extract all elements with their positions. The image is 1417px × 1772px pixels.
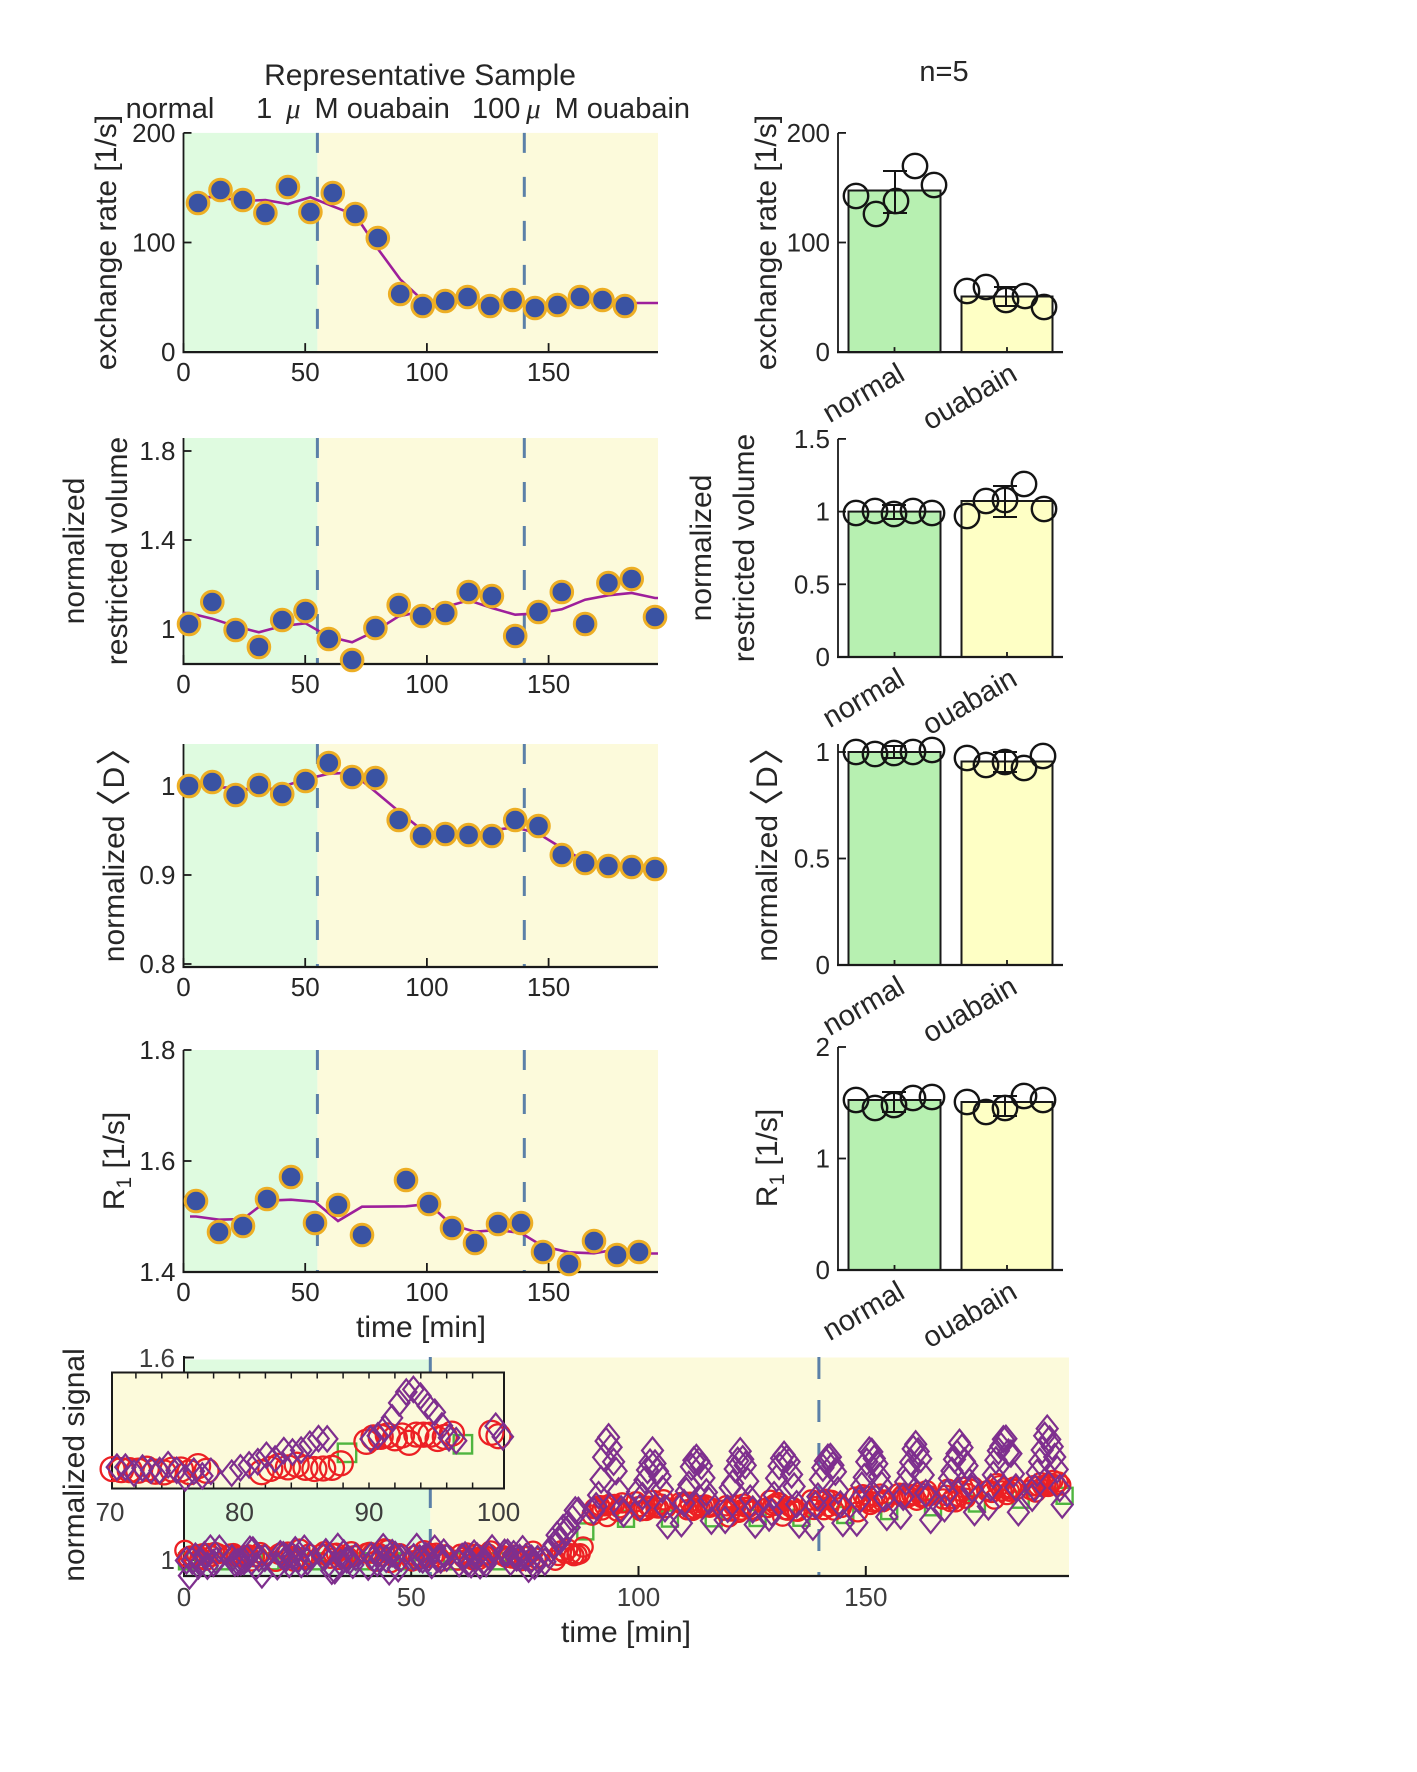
svg-text:D: D xyxy=(98,767,131,789)
svg-text:150: 150 xyxy=(527,972,570,1002)
svg-text:2: 2 xyxy=(816,1032,830,1062)
svg-text:100: 100 xyxy=(132,228,175,258)
svg-text:exchange rate [1/s]: exchange rate [1/s] xyxy=(750,115,783,370)
svg-text:0: 0 xyxy=(176,357,190,387)
svg-text:50: 50 xyxy=(397,1582,426,1612)
svg-text:50: 50 xyxy=(291,972,320,1002)
svg-text:1.6: 1.6 xyxy=(139,1146,175,1176)
svg-text:0: 0 xyxy=(176,1277,190,1307)
svg-text:time [min]: time [min] xyxy=(356,1311,486,1344)
svg-text:0: 0 xyxy=(161,337,175,367)
svg-text:200: 200 xyxy=(132,118,175,148)
svg-text:100: 100 xyxy=(787,228,830,258)
svg-text:150: 150 xyxy=(527,669,570,699)
svg-text:100: 100 xyxy=(617,1582,660,1612)
svg-text:R1 [1/s]: R1 [1/s] xyxy=(751,1109,789,1207)
svg-text:70: 70 xyxy=(96,1497,125,1527)
svg-text:100: 100 xyxy=(405,669,448,699)
svg-text:80: 80 xyxy=(225,1497,254,1527)
svg-text:150: 150 xyxy=(844,1582,887,1612)
svg-text:100: 100 xyxy=(405,357,448,387)
svg-text:normalized: normalized xyxy=(685,475,718,622)
svg-text:50: 50 xyxy=(291,669,320,699)
svg-text:D: D xyxy=(751,766,784,788)
svg-text:0: 0 xyxy=(816,1255,830,1285)
svg-text:50: 50 xyxy=(291,1277,320,1307)
svg-text:exchange rate [1/s]: exchange rate [1/s] xyxy=(90,115,123,370)
svg-text:1.8: 1.8 xyxy=(139,436,175,466)
svg-text:100: 100 xyxy=(405,1277,448,1307)
svg-text:normalized: normalized xyxy=(98,816,131,963)
svg-text:90: 90 xyxy=(355,1497,384,1527)
svg-text:1: 1 xyxy=(816,1144,830,1174)
svg-text:1.4: 1.4 xyxy=(139,525,175,555)
svg-text:0: 0 xyxy=(816,642,830,672)
svg-text:normalized: normalized xyxy=(58,478,91,625)
svg-text:1: 1 xyxy=(161,614,175,644)
svg-text:150: 150 xyxy=(527,357,570,387)
svg-text:normalized signal: normalized signal xyxy=(58,1348,91,1581)
svg-text:Representative Sample: Representative Sample xyxy=(264,59,576,92)
svg-text:0.5: 0.5 xyxy=(794,569,830,599)
svg-text:0.5: 0.5 xyxy=(794,844,830,874)
svg-text:0.9: 0.9 xyxy=(139,860,175,890)
svg-text:0: 0 xyxy=(816,337,830,367)
svg-text:100: 100 xyxy=(477,1497,520,1527)
svg-text:1: 1 xyxy=(816,497,830,527)
svg-text:normalized: normalized xyxy=(751,815,784,962)
svg-text:time [min]: time [min] xyxy=(561,1616,691,1649)
svg-text:1: 1 xyxy=(816,737,830,767)
svg-text:1.8: 1.8 xyxy=(139,1035,175,1065)
svg-text:0: 0 xyxy=(816,950,830,980)
svg-text:0.8: 0.8 xyxy=(139,949,175,979)
svg-text:restricted volume: restricted volume xyxy=(101,437,134,665)
svg-text:1 μ M ouabain: 1 μ M ouabain xyxy=(256,93,450,125)
svg-text:1: 1 xyxy=(161,1545,175,1575)
svg-text:0: 0 xyxy=(177,1582,191,1612)
svg-text:100: 100 xyxy=(405,972,448,1002)
svg-text:1.4: 1.4 xyxy=(139,1257,175,1287)
svg-text:1.5: 1.5 xyxy=(794,424,830,454)
svg-text:0: 0 xyxy=(176,972,190,1002)
svg-text:n=5: n=5 xyxy=(919,56,968,88)
svg-text:100 μ M ouabain: 100 μ M ouabain xyxy=(472,93,690,125)
svg-text:R1 [1/s]: R1 [1/s] xyxy=(98,1112,136,1210)
svg-text:50: 50 xyxy=(291,357,320,387)
svg-text:normal: normal xyxy=(126,93,215,125)
svg-text:150: 150 xyxy=(527,1277,570,1307)
svg-text:1.6: 1.6 xyxy=(139,1343,175,1373)
svg-text:200: 200 xyxy=(787,118,830,148)
svg-text:1: 1 xyxy=(161,771,175,801)
svg-text:restricted volume: restricted volume xyxy=(728,434,761,662)
svg-text:0: 0 xyxy=(176,669,190,699)
